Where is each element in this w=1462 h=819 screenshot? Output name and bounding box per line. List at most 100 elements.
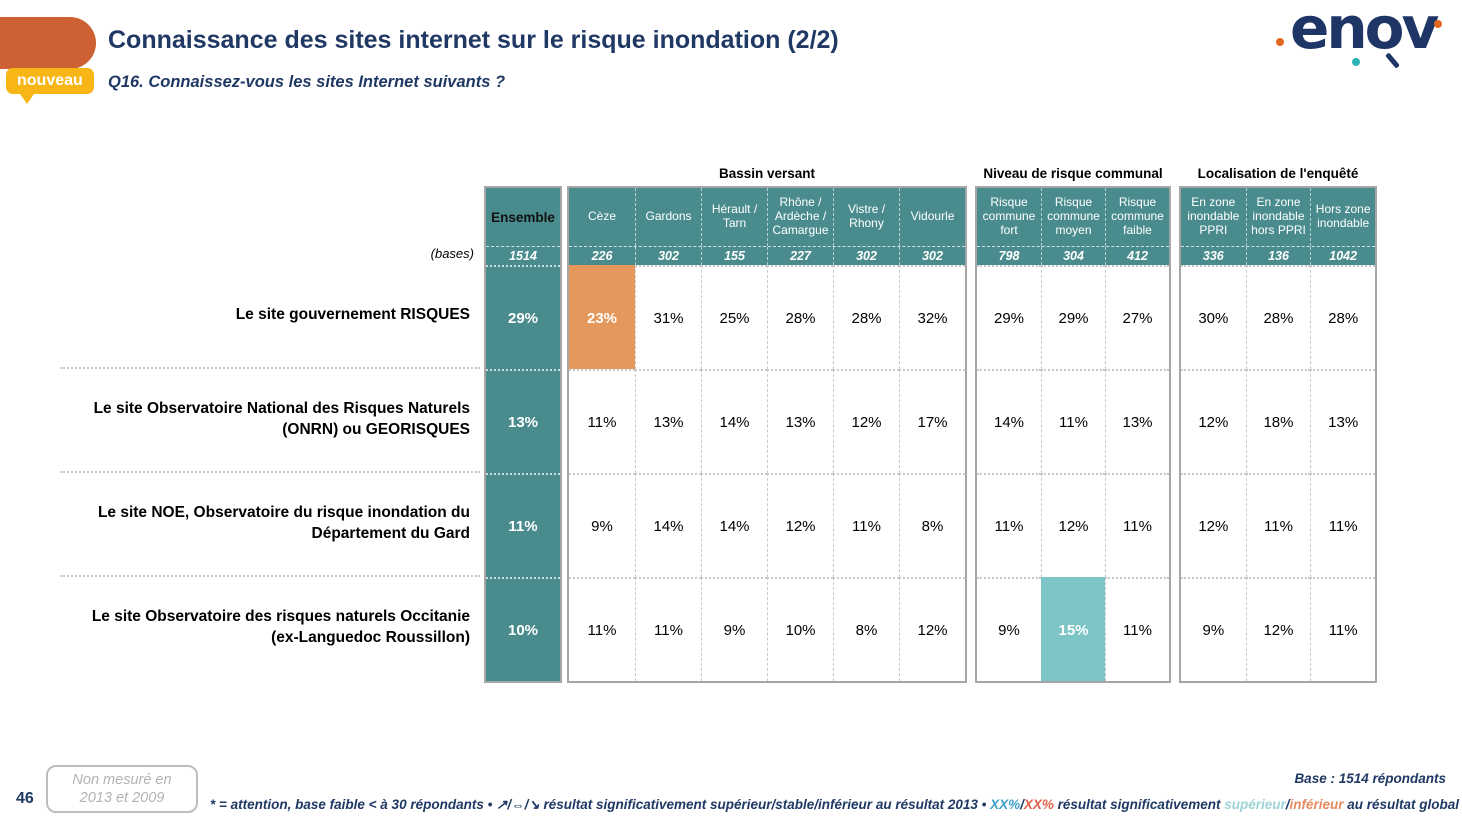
row-label: Le site gouvernement RISQUES [235,305,470,323]
data-cell: 13% [1105,369,1169,473]
base-cell: 302 [635,247,701,265]
col-header: Risque commune fort [982,195,1036,237]
data-cell: 31% [635,265,701,369]
group-title: Niveau de risque communal [983,166,1163,181]
data-cell: 11% [569,577,635,681]
ensemble-base: 1514 [486,246,560,265]
data-cell: 29% [1041,265,1105,369]
title-accent-bar [0,17,96,69]
base-cell: 227 [767,247,833,265]
ensemble-value: 29% [486,265,560,369]
row-label: Le site Observatoire des risques naturel… [60,575,480,679]
row-labels-column: (bases) Le site gouvernement RISQUES Le … [60,166,480,679]
logo-text: enov [1290,0,1439,62]
data-cell: 12% [899,577,965,681]
data-cell: 13% [767,369,833,473]
col-header: Cèze [587,209,616,224]
enov-logo: enov [1274,0,1444,74]
data-cell: 9% [701,577,767,681]
legend-xx-inferior: XX% [1023,797,1054,812]
legend-text: * = attention, base faible < à 30 répond… [210,797,497,812]
data-cell: 13% [635,369,701,473]
data-cell: 8% [833,577,899,681]
page-number: 46 [16,790,34,807]
ensemble-value: 13% [486,369,560,473]
significance-legend: * = attention, base faible < à 30 répond… [210,797,1459,813]
data-cell: 12% [833,369,899,473]
col-header: Risque commune faible [1105,188,1169,246]
data-cell: 11% [1310,577,1375,681]
data-cell: 11% [1105,577,1169,681]
base-note: Base : 1514 répondants [1294,771,1446,786]
data-cell: 11% [635,577,701,681]
base-cell: 1042 [1310,247,1375,265]
data-cell: 11% [977,473,1041,577]
data-cell: 14% [701,369,767,473]
data-cell: 11% [1041,369,1105,473]
data-cell: 13% [1310,369,1375,473]
base-cell: 412 [1105,247,1169,265]
bases-label: (bases) [430,246,474,261]
group-localisation: Localisation de l'enquêté En zone inonda… [1179,166,1377,683]
page-title: Connaissance des sites internet sur le r… [108,26,839,54]
data-cell: 32% [899,265,965,369]
data-cell: 28% [767,265,833,369]
data-cell: 11% [1310,473,1375,577]
legend-xx-superior: XX% [990,797,1021,812]
legend-text: résultat significativement [539,797,710,812]
data-cell: 12% [1041,473,1105,577]
data-cell: 14% [977,369,1041,473]
data-cell: 28% [833,265,899,369]
col-header: Vidourle [899,188,965,246]
col-header: Gardons [635,188,701,246]
data-cell-highlight-superior: 15% [1041,577,1105,681]
data-cell: 28% [1310,265,1375,369]
logo-dot-icon [1276,38,1284,46]
data-cell: 9% [1181,577,1246,681]
col-header: Risque commune moyen [1041,188,1105,246]
base-cell: 155 [701,247,767,265]
legend-word-inferior: inférieur [1289,797,1344,812]
base-cell: 336 [1202,249,1224,263]
data-cell: 25% [701,265,767,369]
legend-word-superior: supérieur [1224,797,1286,812]
data-cell: 9% [977,577,1041,681]
legend-text: supérieur/stable/inférieur [710,797,873,812]
note-line: 2013 et 2009 [79,790,165,806]
data-cell: 11% [569,369,635,473]
ensemble-header: Ensemble [491,209,555,225]
row-label: Le site Observatoire National des Risque… [60,367,480,471]
data-cell: 11% [833,473,899,577]
legend-text: au résultat 2013 • [872,797,991,812]
data-cell-highlight-inferior: 23% [569,265,635,369]
base-cell: 798 [998,249,1020,263]
col-header: Rhône / Ardèche / Camargue [767,188,833,246]
data-cell: 12% [1181,369,1246,473]
legend-text: / [1285,797,1290,812]
data-cell: 29% [977,265,1041,369]
data-cell: 17% [899,369,965,473]
data-cell: 14% [701,473,767,577]
data-cell: 12% [767,473,833,577]
data-cell: 10% [767,577,833,681]
logo-dot-icon [1434,20,1442,28]
legend-text: résultat significativement [1053,797,1225,812]
data-cell: 27% [1105,265,1169,369]
data-cell: 28% [1245,265,1311,369]
data-cell: 12% [1181,473,1246,577]
data-cell: 11% [1105,473,1169,577]
group-title: Localisation de l'enquêté [1197,166,1359,181]
base-cell: 226 [591,249,613,263]
data-cell: 11% [1245,473,1311,577]
results-table: (bases) Le site gouvernement RISQUES Le … [60,166,1377,683]
question-text: Q16. Connaissez-vous les sites Internet … [108,73,506,91]
data-cell: 12% [1245,577,1311,681]
data-cell: 14% [635,473,701,577]
data-cell: 8% [899,473,965,577]
base-cell: 302 [899,247,965,265]
note-line: Non mesuré en [72,771,172,788]
base-cell: 302 [833,247,899,265]
group-bassin-versant: Bassin versant Cèze Gardons Hérault / Ta… [567,166,967,683]
col-header: En zone inondable hors PPRI [1245,188,1311,246]
col-header: Hors zone inondable [1310,188,1375,246]
